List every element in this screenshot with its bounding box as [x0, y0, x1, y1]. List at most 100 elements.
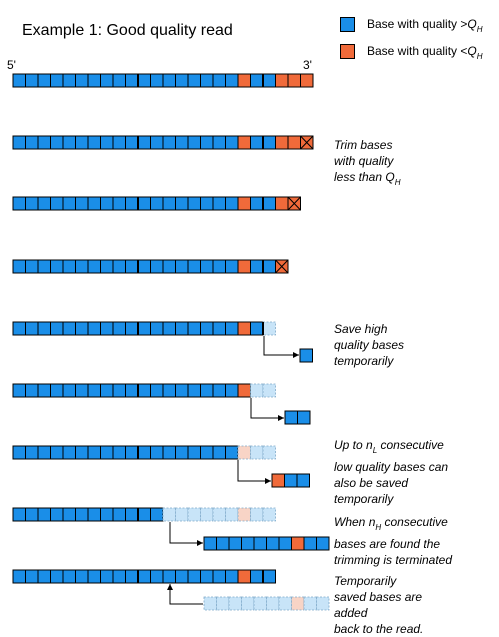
base-cell: [187, 445, 201, 460]
base-cell: [25, 383, 39, 398]
base-cell: [150, 383, 164, 398]
base-cell: [137, 569, 151, 584]
base-cell: [241, 536, 255, 551]
base-cell: [200, 135, 214, 150]
saved-base-marker: [262, 507, 276, 522]
base-cell: [25, 73, 39, 88]
base-cell: [225, 73, 239, 88]
read-row-3: [12, 196, 301, 211]
restored-bases-9: [203, 596, 330, 611]
base-cell: [112, 196, 126, 211]
saved-base-marker: [253, 596, 267, 611]
saved-base-marker: [200, 507, 214, 522]
base-cell: [125, 569, 139, 584]
base-cell: [112, 569, 126, 584]
base-cell: [237, 135, 251, 150]
base-cell: [162, 259, 176, 274]
base-cell: [150, 321, 164, 336]
base-cell: [50, 569, 64, 584]
base-cell: [62, 569, 76, 584]
base-cell: [125, 383, 139, 398]
base-cell: [50, 321, 64, 336]
base-cell: [175, 73, 189, 88]
base-cell: [100, 445, 114, 460]
base-cell: [37, 259, 51, 274]
base-cell: [266, 536, 280, 551]
base-cell: [75, 445, 89, 460]
base-cell: [62, 445, 76, 460]
base-cell: [75, 135, 89, 150]
base-cell: [271, 473, 285, 488]
base-cell: [284, 473, 298, 488]
read-row-6: [12, 383, 276, 398]
base-cell: [175, 135, 189, 150]
base-cell: [100, 196, 114, 211]
read-row-7: [12, 445, 276, 460]
base-cell: [287, 73, 301, 88]
base-cell: [75, 507, 89, 522]
base-cell: [162, 383, 176, 398]
base-cell: [187, 321, 201, 336]
saved-base-marker: [291, 596, 305, 611]
base-cell: [100, 569, 114, 584]
trim-cross: [275, 259, 289, 274]
saved-base-marker: [203, 596, 217, 611]
base-cell: [175, 569, 189, 584]
trim-cross: [300, 135, 314, 150]
save-arrow-6: [250, 398, 284, 421]
base-cell: [12, 196, 26, 211]
base-cell: [212, 73, 226, 88]
base-cell: [100, 73, 114, 88]
saved-bases-7: [271, 473, 310, 488]
base-cell: [225, 135, 239, 150]
base-cell: [237, 569, 251, 584]
legend-low-label: Base with quality <QH: [367, 44, 483, 61]
base-cell: [25, 259, 39, 274]
saved-base-marker: [250, 507, 264, 522]
base-cell: [62, 259, 76, 274]
base-cell: [187, 135, 201, 150]
base-cell: [275, 135, 289, 150]
base-cell: [62, 383, 76, 398]
base-cell: [87, 196, 101, 211]
base-cell: [37, 569, 51, 584]
up-to-annotation: Up to nL consecutive low quality bases c…: [334, 438, 449, 506]
base-cell: [225, 321, 239, 336]
legend-low-swatch: [340, 44, 355, 59]
read-row-5: [12, 321, 276, 336]
base-cell: [237, 259, 251, 274]
temp-annotation: Temporarily saved bases are added back t…: [334, 574, 424, 636]
saved-base-marker: [262, 321, 276, 336]
base-cell: [37, 507, 51, 522]
base-cell: [100, 259, 114, 274]
base-cell: [275, 73, 289, 88]
base-cell: [253, 536, 267, 551]
base-cell: [187, 259, 201, 274]
saved-bases-6: [284, 410, 311, 425]
base-cell: [25, 569, 39, 584]
base-cell: [137, 445, 151, 460]
base-cell: [87, 383, 101, 398]
base-cell: [37, 321, 51, 336]
base-cell: [187, 569, 201, 584]
save-arrow-5: [263, 336, 299, 358]
base-cell: [12, 569, 26, 584]
saved-bases-8: [203, 536, 330, 551]
base-cell: [237, 383, 251, 398]
saved-base-marker: [237, 507, 251, 522]
base-cell: [212, 569, 226, 584]
base-cell: [262, 73, 276, 88]
saved-base-marker: [266, 596, 280, 611]
base-cell: [25, 321, 39, 336]
legend-high-swatch: [340, 17, 355, 32]
saved-base-marker: [316, 596, 330, 611]
base-cell: [287, 135, 301, 150]
base-cell: [225, 445, 239, 460]
base-cell: [162, 135, 176, 150]
base-cell: [75, 383, 89, 398]
saved-base-marker: [241, 596, 255, 611]
base-cell: [299, 348, 313, 363]
base-cell: [175, 445, 189, 460]
base-cell: [12, 73, 26, 88]
base-cell: [262, 135, 276, 150]
